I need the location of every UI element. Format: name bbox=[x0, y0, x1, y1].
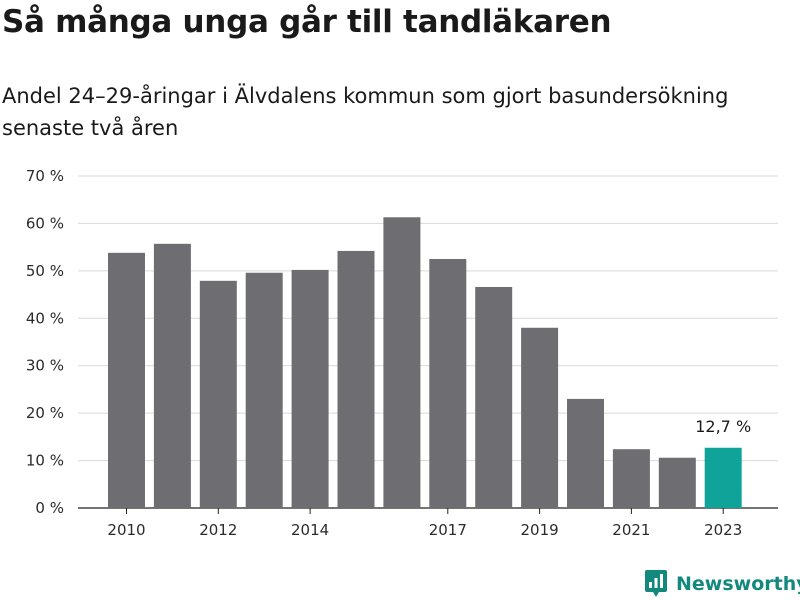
y-tick-label: 50 % bbox=[26, 262, 64, 280]
bar-2017 bbox=[429, 259, 467, 508]
y-tick-label: 10 % bbox=[26, 452, 64, 470]
bar-2021 bbox=[612, 449, 650, 508]
x-tick-label: 2012 bbox=[199, 521, 237, 539]
bar-2012 bbox=[199, 280, 237, 508]
bar-2019 bbox=[521, 327, 559, 508]
y-tick-label: 70 % bbox=[26, 167, 64, 185]
bar-2010 bbox=[108, 252, 145, 508]
bar-2015 bbox=[337, 250, 375, 509]
newsworthy-logo-icon bbox=[645, 570, 667, 597]
chart-title: Så många unga går till tandläkaren bbox=[2, 4, 612, 40]
x-tick-label: 2021 bbox=[612, 521, 650, 539]
newsworthy-brand: Newsworthy bbox=[644, 568, 800, 600]
x-tick-label: 2017 bbox=[429, 521, 467, 539]
bar-2023 bbox=[704, 447, 742, 508]
y-tick-label: 20 % bbox=[26, 404, 64, 422]
bar-2014 bbox=[291, 269, 329, 508]
bar-2018 bbox=[475, 286, 513, 508]
brand-name: Newsworthy bbox=[676, 573, 800, 595]
bar-2013 bbox=[245, 272, 283, 508]
bar-2016 bbox=[383, 217, 421, 508]
bar-2011 bbox=[153, 243, 191, 508]
x-tick-label: 2019 bbox=[521, 521, 559, 539]
x-tick-label: 2010 bbox=[107, 521, 145, 539]
bar-2020 bbox=[567, 398, 604, 508]
chart-subtitle: Andel 24–29-åringar i Älvdalens kommun s… bbox=[2, 84, 729, 140]
data-label-2023: 12,7 % bbox=[695, 417, 751, 436]
x-tick-label: 2014 bbox=[291, 521, 329, 539]
y-tick-label: 0 % bbox=[35, 499, 64, 517]
y-tick-label: 40 % bbox=[26, 309, 64, 327]
x-tick-label: 2023 bbox=[704, 521, 742, 539]
bar-2022 bbox=[658, 457, 696, 508]
y-tick-label: 60 % bbox=[26, 214, 64, 232]
y-tick-label: 30 % bbox=[26, 357, 64, 375]
